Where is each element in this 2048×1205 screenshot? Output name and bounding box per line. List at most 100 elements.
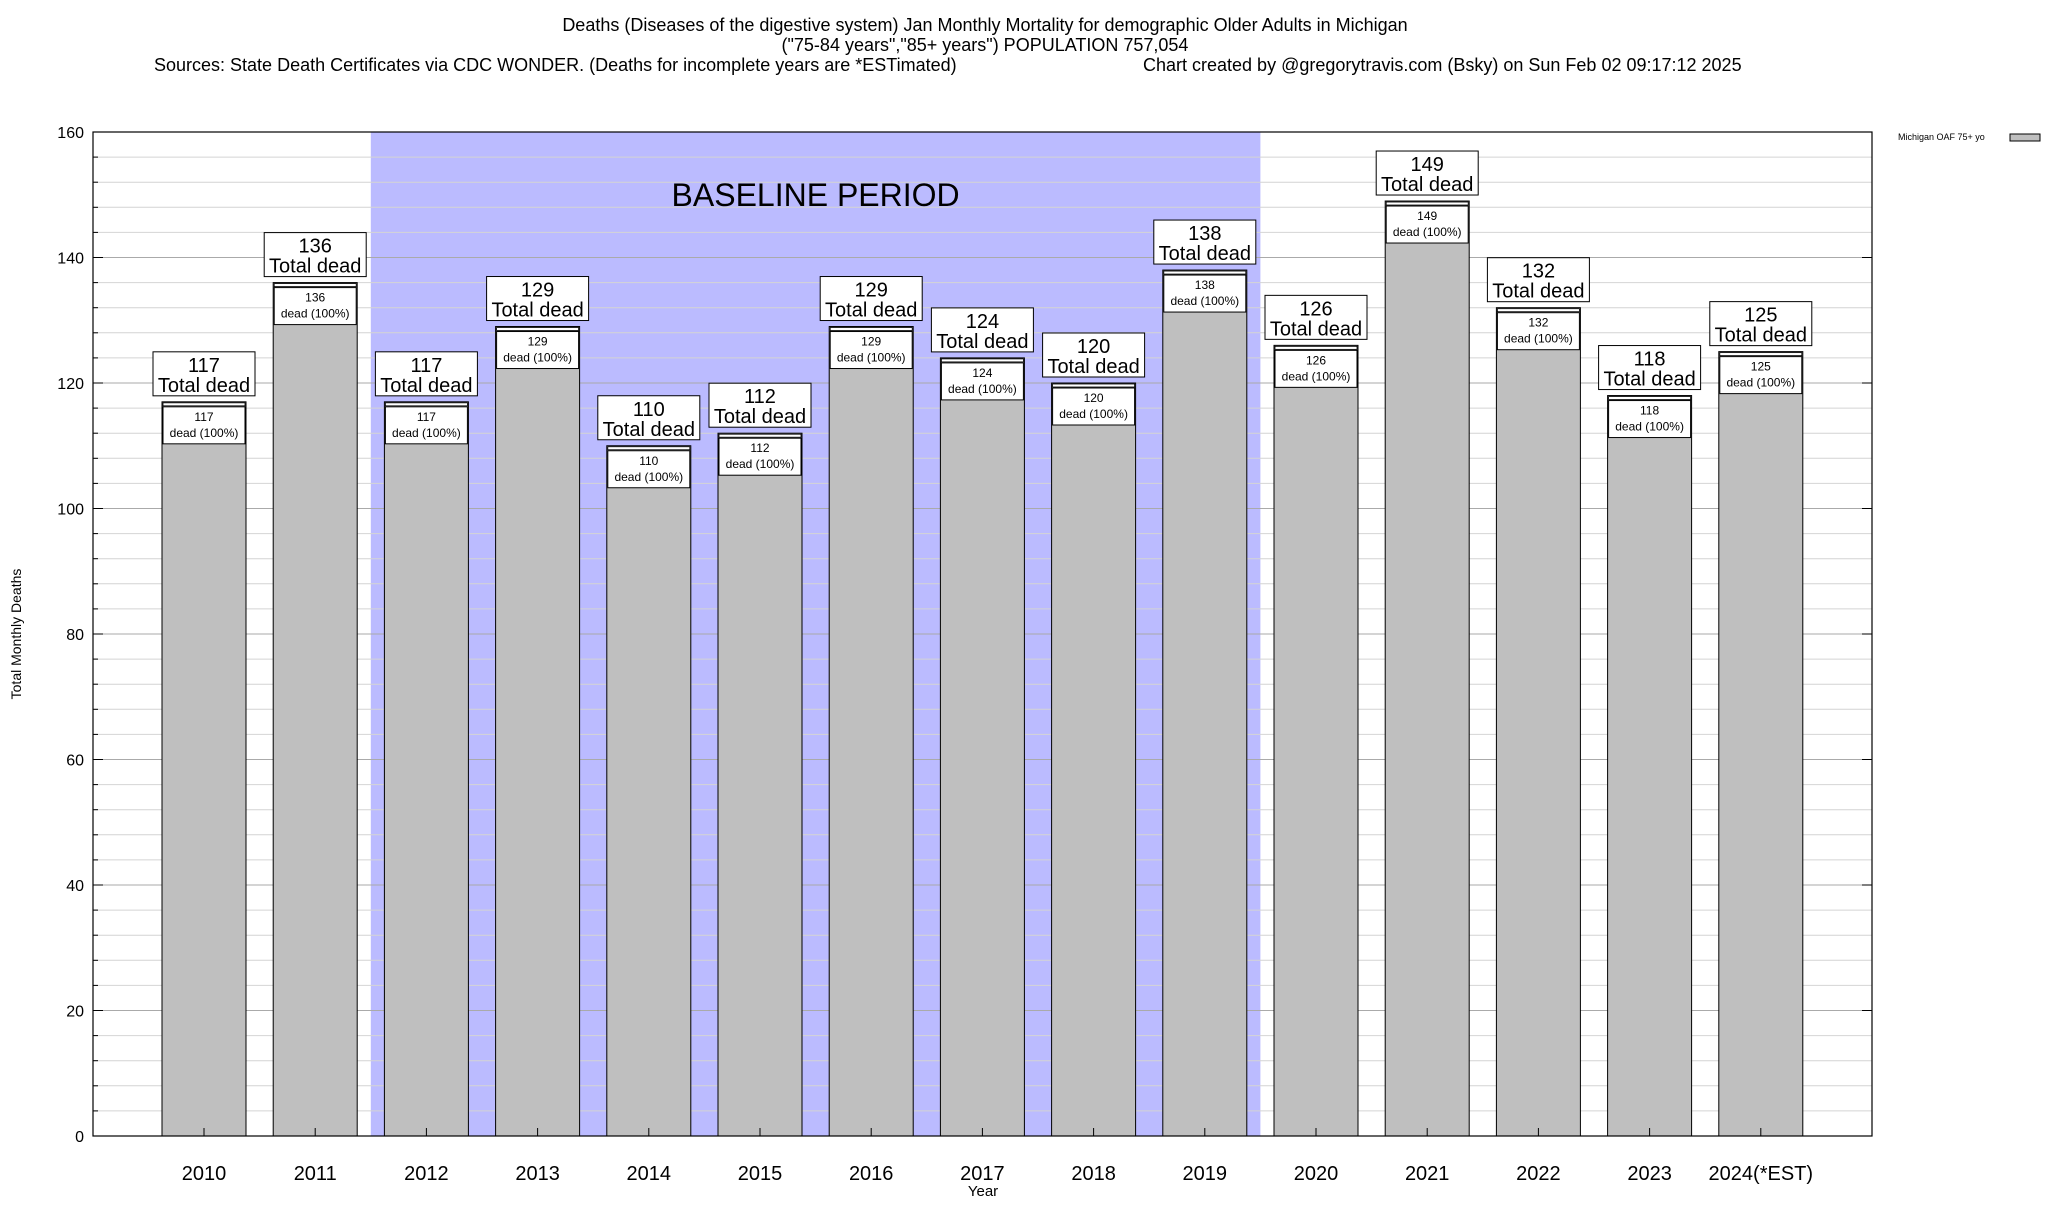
x-tick-label: 2010 <box>182 1163 227 1185</box>
y-tick-label: 140 <box>57 251 84 268</box>
y-tick-label: 160 <box>57 125 84 142</box>
total-label-box <box>374 351 478 397</box>
bar-cap <box>1052 383 1135 388</box>
chart-credit: Chart created by @gregorytravis.com (Bsk… <box>1143 55 1742 75</box>
bar-cap <box>384 402 468 407</box>
inner-label-percent: dead (100%) <box>392 426 461 440</box>
x-tick-label: 2011 <box>294 1163 337 1185</box>
bar <box>939 357 1025 1137</box>
bar <box>495 326 581 1137</box>
total-label-value: 129 <box>521 280 554 302</box>
total-label-value: 120 <box>1077 336 1110 358</box>
inner-label-value: 129 <box>861 335 881 349</box>
bars-layer: 117 dead (100%) 117 Total dead 2010 136 dead (… <box>152 150 1814 1185</box>
total-label-text: Total dead <box>1381 174 1473 196</box>
x-tick-label: 2012 <box>404 1163 449 1185</box>
bar-cap <box>273 283 357 288</box>
x-tick-label: 2017 <box>960 1163 1005 1185</box>
inner-label-value: 129 <box>528 335 548 349</box>
total-label-text: Total dead <box>825 300 917 322</box>
inner-label-box <box>829 331 913 370</box>
bar <box>828 326 914 1137</box>
x-tick-label: 2023 <box>1627 1163 1672 1185</box>
total-label-box <box>1153 219 1257 265</box>
y-tick-label: 60 <box>66 753 84 770</box>
inner-label-box <box>496 331 580 370</box>
inner-label-box <box>1163 274 1247 313</box>
total-label-box <box>708 382 812 428</box>
inner-label-value: 136 <box>305 291 325 305</box>
inner-label-box <box>1052 387 1136 426</box>
total-label-text: Total dead <box>1715 325 1807 347</box>
inner-label-percent: dead (100%) <box>1059 407 1128 421</box>
bar <box>161 401 247 1137</box>
inner-label-value: 117 <box>194 410 213 424</box>
inner-label-percent: dead (100%) <box>281 307 350 321</box>
total-label-text: Total dead <box>603 419 695 441</box>
y-tick-label: 120 <box>57 376 84 393</box>
total-label-box <box>1375 150 1479 196</box>
total-label-text: Total dead <box>491 300 583 322</box>
y-tick-label: 0 <box>75 1129 84 1146</box>
total-label-box <box>1264 294 1368 340</box>
inner-label-box <box>1719 356 1803 395</box>
bar-cap <box>496 327 580 331</box>
bar <box>1051 382 1137 1137</box>
total-label-value: 117 <box>410 355 442 377</box>
bar <box>1718 351 1804 1137</box>
x-tick-label: 2022 <box>1516 1163 1561 1185</box>
inner-label-percent: dead (100%) <box>1504 332 1573 346</box>
total-label-value: 129 <box>855 280 888 302</box>
inner-label-box <box>162 406 246 445</box>
total-label-value: 112 <box>744 386 776 408</box>
total-label-value: 132 <box>1522 261 1555 283</box>
inner-label-percent: dead (100%) <box>503 351 572 365</box>
total-label-box <box>486 276 590 322</box>
inner-label-value: 132 <box>1528 316 1548 330</box>
total-label-text: Total dead <box>936 331 1028 353</box>
bar-cap <box>1274 345 1358 350</box>
total-label-value: 136 <box>299 236 332 258</box>
inner-label-box <box>607 450 691 489</box>
total-label-box <box>263 232 367 278</box>
x-tick-label: 2014 <box>627 1163 672 1185</box>
inner-label-value: 138 <box>1195 278 1215 292</box>
x-axis-label: Year <box>968 1183 998 1200</box>
inner-label-value: 125 <box>1751 360 1771 374</box>
legend: Michigan OAF 75+ yo <box>1898 132 2041 142</box>
y-tick-label: 20 <box>66 1004 84 1021</box>
total-label-text: Total dead <box>1603 369 1695 391</box>
total-label-box <box>1598 345 1702 391</box>
bar-cap <box>1385 201 1469 206</box>
x-tick-label: 2020 <box>1294 1163 1339 1185</box>
inner-label-box <box>718 437 802 476</box>
bar <box>272 282 358 1137</box>
bar <box>383 401 469 1137</box>
total-label-text: Total dead <box>1492 281 1584 303</box>
bar <box>1495 307 1581 1137</box>
total-label-box <box>1709 301 1813 347</box>
total-label-value: 138 <box>1188 223 1221 245</box>
inner-label-percent: dead (100%) <box>1170 294 1239 308</box>
bar-cap <box>1163 270 1247 275</box>
chart-title-line-1: Deaths (Diseases of the digestive system… <box>562 15 1407 35</box>
bar-cap <box>607 446 691 451</box>
total-label-value: 126 <box>1299 298 1332 320</box>
inner-label-percent: dead (100%) <box>614 470 683 484</box>
inner-label-percent: dead (100%) <box>726 457 795 471</box>
chart-header: Deaths (Diseases of the digestive system… <box>154 15 1742 75</box>
bar <box>1607 395 1693 1137</box>
x-tick-label: 2016 <box>849 1163 894 1185</box>
y-tick-label: 40 <box>66 878 84 895</box>
inner-label-box <box>1274 349 1358 388</box>
x-tick-label: 2024(*EST) <box>1709 1163 1814 1185</box>
inner-label-box <box>273 287 357 326</box>
bar-cap <box>1608 396 1691 400</box>
inner-label-percent: dead (100%) <box>1615 420 1684 434</box>
inner-label-percent: dead (100%) <box>1393 225 1462 239</box>
bar <box>1384 200 1470 1137</box>
inner-label-value: 126 <box>1306 353 1326 367</box>
legend-swatch <box>2009 133 2041 142</box>
total-label-box <box>597 395 701 441</box>
